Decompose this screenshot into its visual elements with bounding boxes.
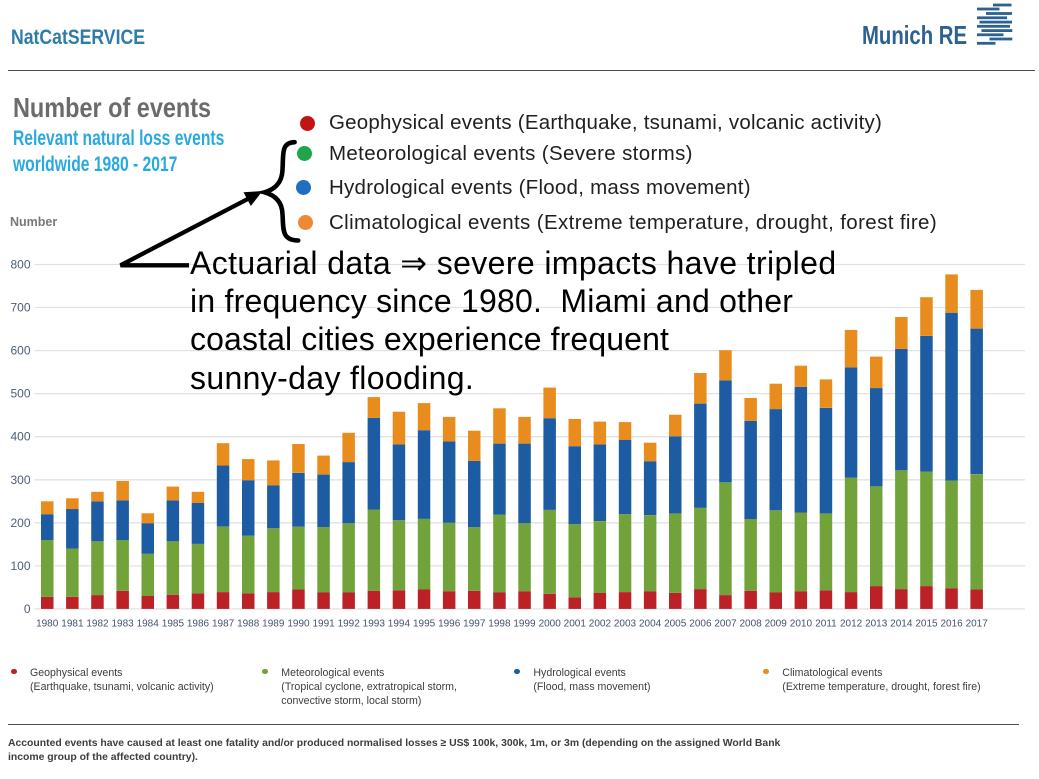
svg-text:2012: 2012	[840, 619, 863, 630]
svg-text:0: 0	[24, 602, 31, 616]
svg-text:2006: 2006	[689, 619, 712, 630]
svg-text:2005: 2005	[664, 619, 687, 630]
svg-text:2000: 2000	[539, 619, 562, 630]
svg-text:1999: 1999	[513, 619, 536, 630]
svg-text:1993: 1993	[363, 619, 386, 630]
svg-text:1990: 1990	[287, 619, 310, 630]
svg-text:1981: 1981	[61, 619, 84, 630]
svg-text:2001: 2001	[564, 619, 587, 630]
svg-text:1984: 1984	[137, 619, 160, 630]
svg-text:600: 600	[10, 344, 30, 358]
svg-text:2004: 2004	[639, 619, 662, 630]
svg-text:2007: 2007	[714, 619, 737, 630]
svg-text:1992: 1992	[338, 619, 361, 630]
svg-text:2017: 2017	[966, 619, 989, 630]
svg-text:1986: 1986	[187, 619, 210, 630]
svg-text:400: 400	[10, 430, 30, 444]
svg-text:1995: 1995	[413, 619, 436, 630]
svg-text:1989: 1989	[262, 619, 285, 630]
svg-text:2008: 2008	[739, 619, 762, 630]
svg-text:2011: 2011	[815, 619, 837, 630]
svg-text:2010: 2010	[790, 619, 813, 630]
svg-text:200: 200	[10, 516, 30, 530]
svg-text:1987: 1987	[212, 619, 235, 630]
svg-text:100: 100	[10, 559, 30, 573]
svg-text:1998: 1998	[488, 619, 511, 630]
svg-text:1996: 1996	[438, 619, 461, 630]
svg-text:1985: 1985	[162, 619, 185, 630]
svg-text:500: 500	[10, 387, 30, 401]
svg-text:2009: 2009	[765, 619, 788, 630]
svg-text:800: 800	[10, 258, 30, 272]
svg-text:2002: 2002	[589, 619, 612, 630]
svg-text:300: 300	[10, 473, 30, 487]
svg-text:2003: 2003	[614, 619, 637, 630]
svg-text:2015: 2015	[915, 619, 938, 630]
svg-text:1991: 1991	[312, 619, 335, 630]
svg-text:1983: 1983	[111, 619, 134, 630]
svg-text:700: 700	[10, 301, 30, 315]
svg-text:1982: 1982	[86, 619, 109, 630]
svg-text:2013: 2013	[865, 619, 888, 630]
svg-text:2016: 2016	[940, 619, 963, 630]
svg-text:1997: 1997	[463, 619, 486, 630]
svg-text:1988: 1988	[237, 619, 260, 630]
svg-text:1980: 1980	[36, 619, 59, 630]
svg-text:2014: 2014	[890, 619, 913, 630]
svg-text:1994: 1994	[388, 619, 411, 630]
